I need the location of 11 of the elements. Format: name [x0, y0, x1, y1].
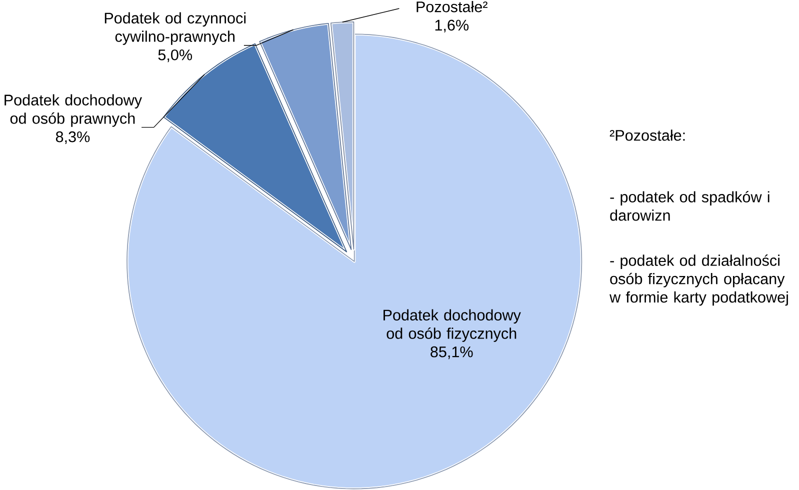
slice-label: Podatek od czynnoci cywilno-prawnych — [104, 12, 246, 45]
text: - podatek od działalności osób fizycznych opłacany w formie karty podatkowej — [610, 254, 788, 306]
slice-label: Podatek dochodowy od osób fizycznych — [384, 309, 521, 342]
data-label: 5,0% — [158, 49, 192, 62]
slice-label: Pozostałe² — [416, 0, 488, 12]
slice-label: Podatek dochodowy od osób prawnych — [4, 94, 142, 127]
text: ²Pozostałe: — [610, 130, 685, 141]
data-label: 85,1% — [430, 346, 473, 360]
data-label: 1,6% — [435, 20, 469, 32]
data-label: 8,3% — [56, 131, 90, 144]
text: - podatek od spadków i darowizn — [610, 190, 770, 221]
